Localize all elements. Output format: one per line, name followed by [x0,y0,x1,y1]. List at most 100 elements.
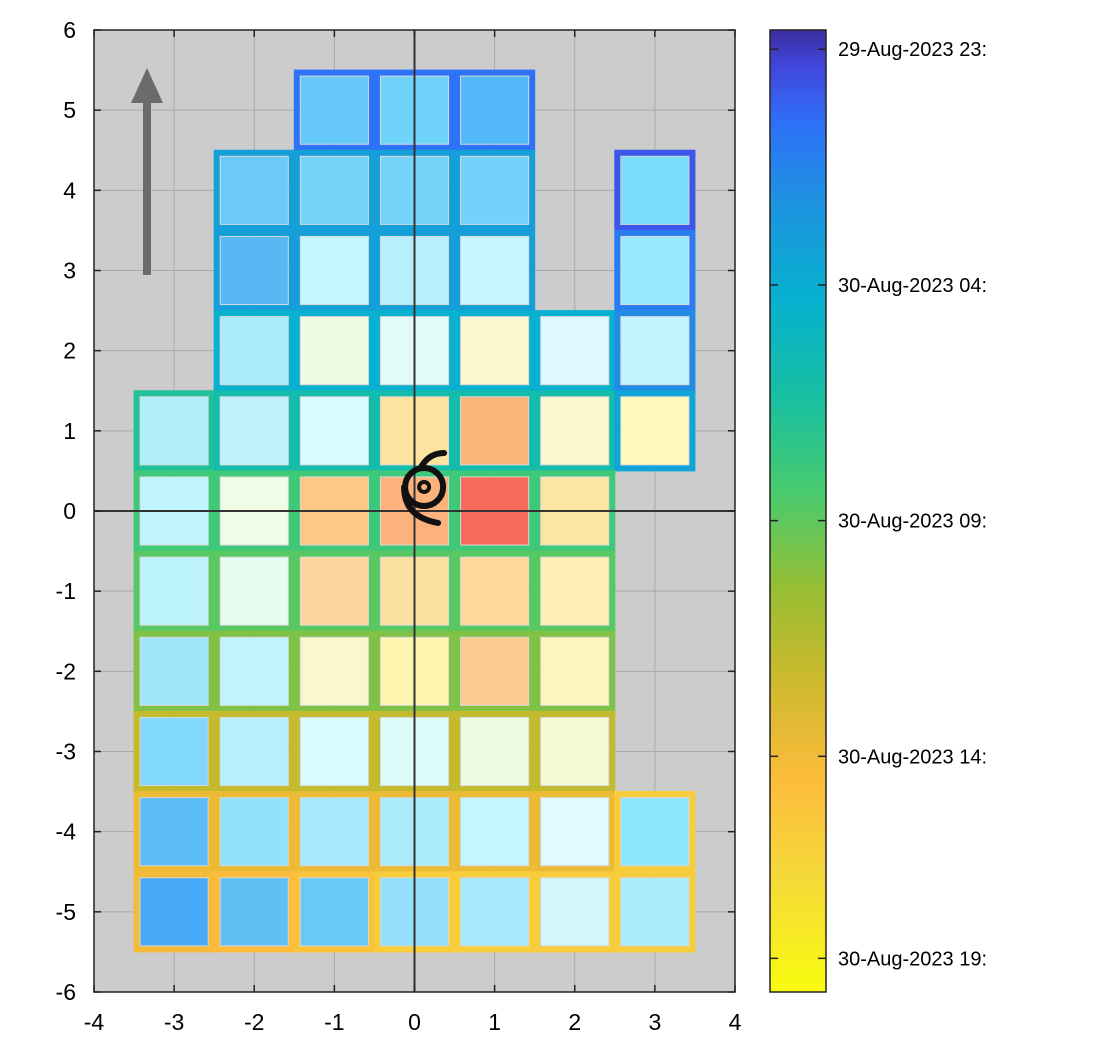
storm-eye [417,479,432,494]
cell-border [454,871,536,953]
cell [540,797,610,867]
y-tick-label: 5 [63,97,76,123]
cell [299,75,369,145]
cell [460,797,530,867]
cell [219,556,289,626]
cell [460,636,530,706]
y-tick-label: 3 [63,258,76,284]
cell-border [293,390,375,472]
cell-border [534,390,616,472]
cell-border [454,69,536,151]
cell [540,556,610,626]
x-tick-label: 0 [408,1009,421,1035]
colorbar [769,29,827,993]
cell-border [454,149,536,231]
cell-border [133,630,215,712]
cell-border [293,871,375,953]
cell [299,636,369,706]
cell [460,877,530,947]
x-tick-label: -4 [84,1009,105,1035]
cell-border [454,310,536,392]
cell-border [213,791,295,873]
cell [620,877,690,947]
cell-border [614,149,696,231]
cell-border [213,149,295,231]
cell-border [614,310,696,392]
colorbar-tick-label: 29-Aug-2023 23: [838,39,987,61]
cell-border [213,550,295,632]
cell-border [213,229,295,312]
y-tick-label: 0 [63,498,76,524]
cell-border [454,630,536,712]
cell [299,877,369,947]
cell [299,797,369,867]
x-tick-label: -2 [244,1009,264,1035]
cell-border [534,710,616,793]
cell [540,716,610,787]
cell [299,155,369,225]
cell [540,636,610,706]
colorbar-tick-label: 30-Aug-2023 04: [838,275,987,297]
x-tick-labels: -4 -3 -2 -1 0 1 2 3 4 [84,1009,742,1035]
cell-border [133,871,215,953]
cell-border [534,630,616,712]
cell-border [614,390,696,472]
cell [460,75,530,145]
cell-border [614,791,696,873]
cell [219,155,289,225]
cell [620,155,690,225]
cell-border [293,630,375,712]
cell [139,716,209,787]
cell-border [454,710,536,793]
storm-arm-bottom [401,483,442,526]
cell-border [454,791,536,873]
cell [139,636,209,706]
cell [139,877,209,947]
cell-border [213,630,295,712]
cell-border [534,871,616,953]
cell [540,316,610,386]
cell [620,235,690,306]
cell [219,797,289,867]
cell-border [293,149,375,231]
y-tick-label: 6 [63,17,76,43]
cell-border [534,310,616,392]
cell [620,797,690,867]
x-tick-label: -1 [324,1009,344,1035]
cell-border [293,229,375,312]
x-tick-label: -3 [164,1009,184,1035]
north-arrow-icon [131,68,163,275]
cell [620,396,690,466]
cell-border [534,550,616,632]
cell-border [133,390,215,472]
cell [219,877,289,947]
cell-border [293,710,375,793]
cell-border [454,390,536,472]
cell-border [133,791,215,873]
cell [540,396,610,466]
cell [540,877,610,947]
cell [460,396,530,466]
storm-arm-top [418,449,448,470]
cell-border [213,710,295,793]
cell-border [293,791,375,873]
cell [460,316,530,386]
cell [299,235,369,306]
cell-border [454,550,536,632]
y-tick-label: -6 [56,979,76,1005]
colorbar-tick-label: 30-Aug-2023 19: [838,948,987,970]
cell [460,556,530,626]
cell [139,556,209,626]
y-tick-label: -2 [56,658,76,684]
cell [219,316,289,386]
y-tick-label: -3 [56,739,76,765]
cell-border [213,310,295,392]
colorbar-tick-label: 30-Aug-2023 09: [838,511,987,533]
cell [139,396,209,466]
hurricane-icon [401,449,448,526]
ticks [93,29,736,993]
cell [219,636,289,706]
cell [460,235,530,306]
cell [460,155,530,225]
y-tick-label: 1 [63,418,76,444]
